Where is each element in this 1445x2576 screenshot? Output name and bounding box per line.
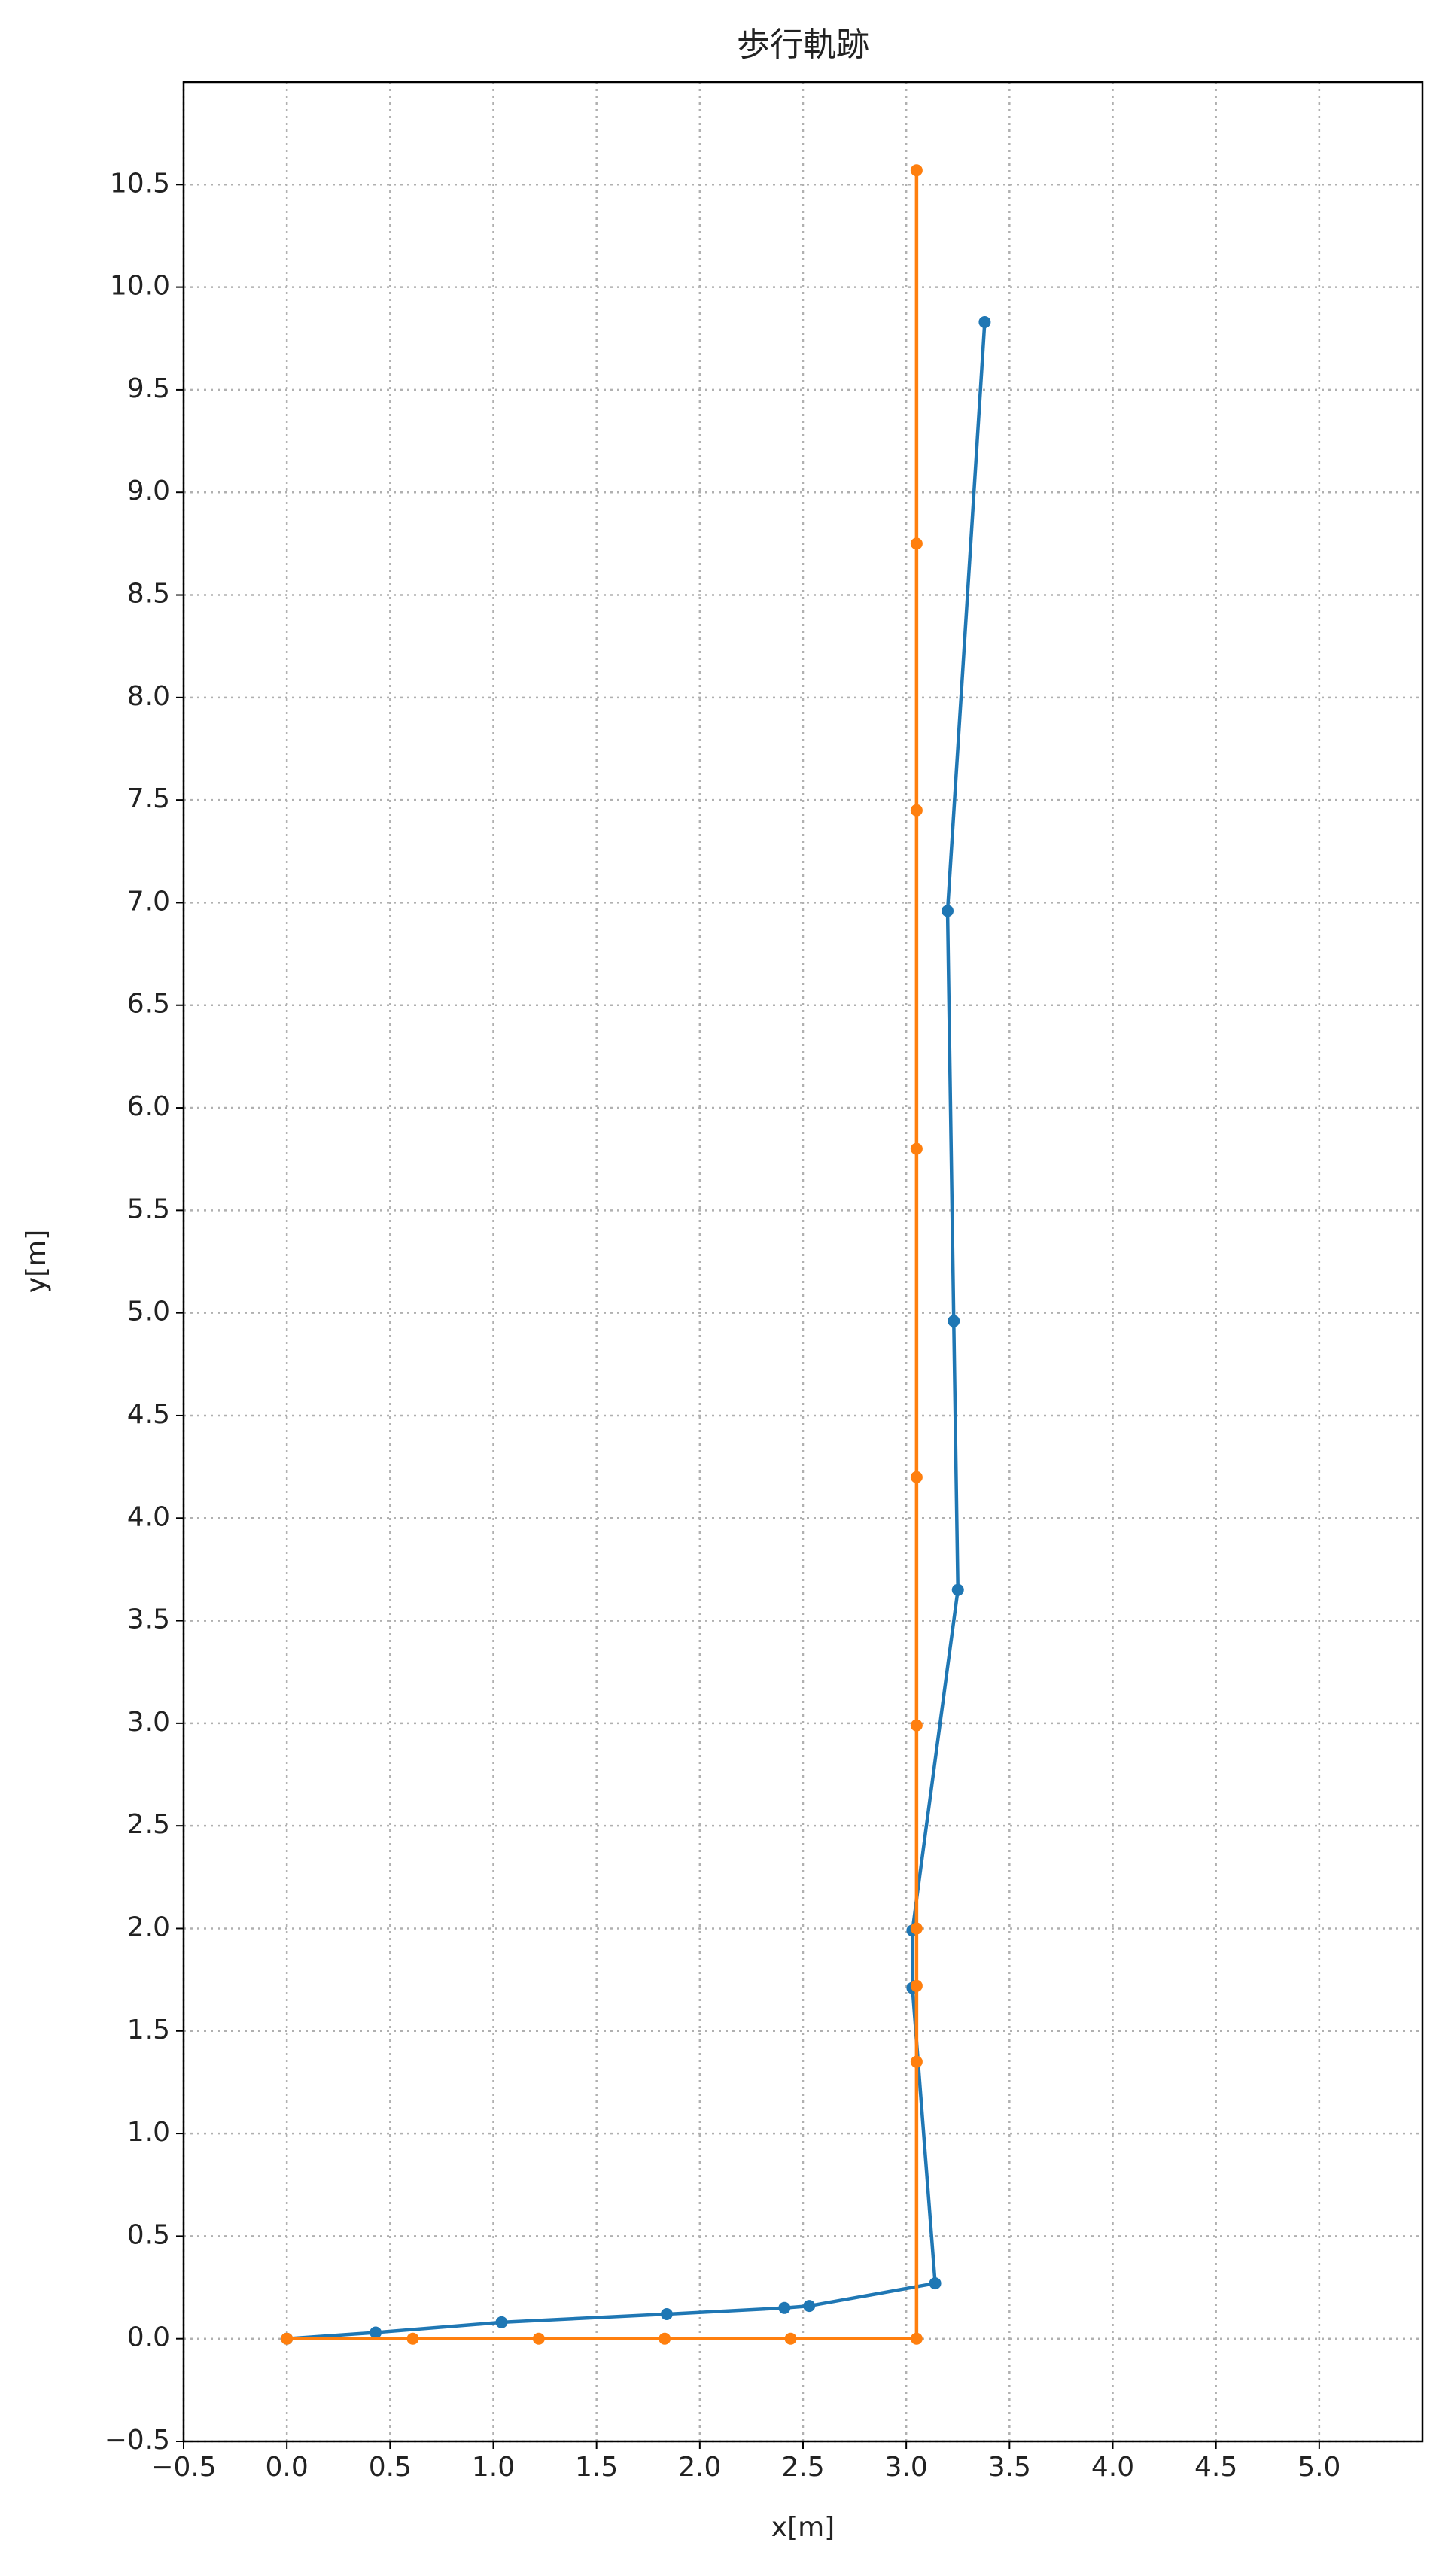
x-tick-label: 1.5 xyxy=(575,2452,618,2483)
y-tick-label: 5.0 xyxy=(127,1297,170,1328)
y-tick-label: 6.5 xyxy=(127,989,170,1020)
point xyxy=(978,315,991,328)
x-tick-label: 3.0 xyxy=(885,2452,928,2483)
y-tick-label: 0.5 xyxy=(127,2219,170,2250)
y-axis-label: y[m] xyxy=(21,1230,52,1293)
x-tick-label: 2.0 xyxy=(678,2452,721,2483)
y-tick-label: 6.0 xyxy=(127,1091,170,1122)
point xyxy=(910,1470,923,1483)
x-tick-label: 0.5 xyxy=(369,2452,412,2483)
point xyxy=(803,2300,816,2313)
y-tick-label: 3.5 xyxy=(127,1604,170,1635)
point xyxy=(910,2055,923,2068)
x-tick-label: 0.0 xyxy=(266,2452,309,2483)
x-tick-label: 2.5 xyxy=(781,2452,824,2483)
y-tick-label: 7.5 xyxy=(127,783,170,814)
point xyxy=(910,164,923,177)
x-tick-label: 4.5 xyxy=(1194,2452,1237,2483)
y-tick-label: 8.0 xyxy=(127,681,170,712)
x-tick-label: 1.0 xyxy=(472,2452,515,2483)
y-tick-label: 9.0 xyxy=(127,476,170,506)
point xyxy=(370,2326,382,2339)
y-tick-label: 2.5 xyxy=(127,1809,170,1840)
chart-title: 歩行軌跡 xyxy=(737,26,869,64)
y-tick-label: 2.0 xyxy=(127,1911,170,1942)
point xyxy=(910,1979,923,1992)
y-tick-label: 10.5 xyxy=(110,168,170,199)
y-tick-label: 1.5 xyxy=(127,2015,170,2045)
y-tick-label: 0.0 xyxy=(127,2322,170,2353)
x-tick-label: 5.0 xyxy=(1297,2452,1340,2483)
point xyxy=(495,2316,508,2328)
point xyxy=(910,804,923,817)
point xyxy=(778,2301,791,2314)
x-tick-label: 4.0 xyxy=(1091,2452,1134,2483)
point xyxy=(910,1922,923,1935)
series-line xyxy=(287,321,987,2340)
point xyxy=(659,2332,671,2345)
y-tick-label: 10.0 xyxy=(110,271,170,302)
plot-frame xyxy=(182,81,1424,2443)
y-tick-label: 5.5 xyxy=(127,1194,170,1224)
y-tick-label: 4.5 xyxy=(127,1399,170,1430)
x-tick-label: 3.5 xyxy=(988,2452,1031,2483)
point xyxy=(948,1315,960,1328)
point xyxy=(532,2332,545,2345)
point xyxy=(951,1583,964,1596)
point xyxy=(942,905,954,917)
x-tick-label: −0.5 xyxy=(151,2452,216,2483)
y-tick-label: 9.5 xyxy=(127,373,170,404)
point xyxy=(910,537,923,550)
point xyxy=(660,2307,673,2320)
y-tick-label: 3.0 xyxy=(127,1707,170,1738)
series-line xyxy=(287,170,919,2340)
point xyxy=(910,1142,923,1155)
y-tick-label: 7.0 xyxy=(127,886,170,917)
y-tick-label: −0.5 xyxy=(105,2425,170,2456)
x-axis-label: x[m] xyxy=(771,2512,835,2543)
point xyxy=(910,1719,923,1732)
point xyxy=(910,2332,923,2345)
point xyxy=(929,2277,942,2290)
y-tick-label: 8.5 xyxy=(127,579,170,610)
y-tick-label: 4.0 xyxy=(127,1501,170,1532)
point xyxy=(281,2332,294,2345)
point xyxy=(406,2332,419,2345)
y-tick-label: 1.0 xyxy=(127,2117,170,2148)
point xyxy=(784,2332,797,2345)
